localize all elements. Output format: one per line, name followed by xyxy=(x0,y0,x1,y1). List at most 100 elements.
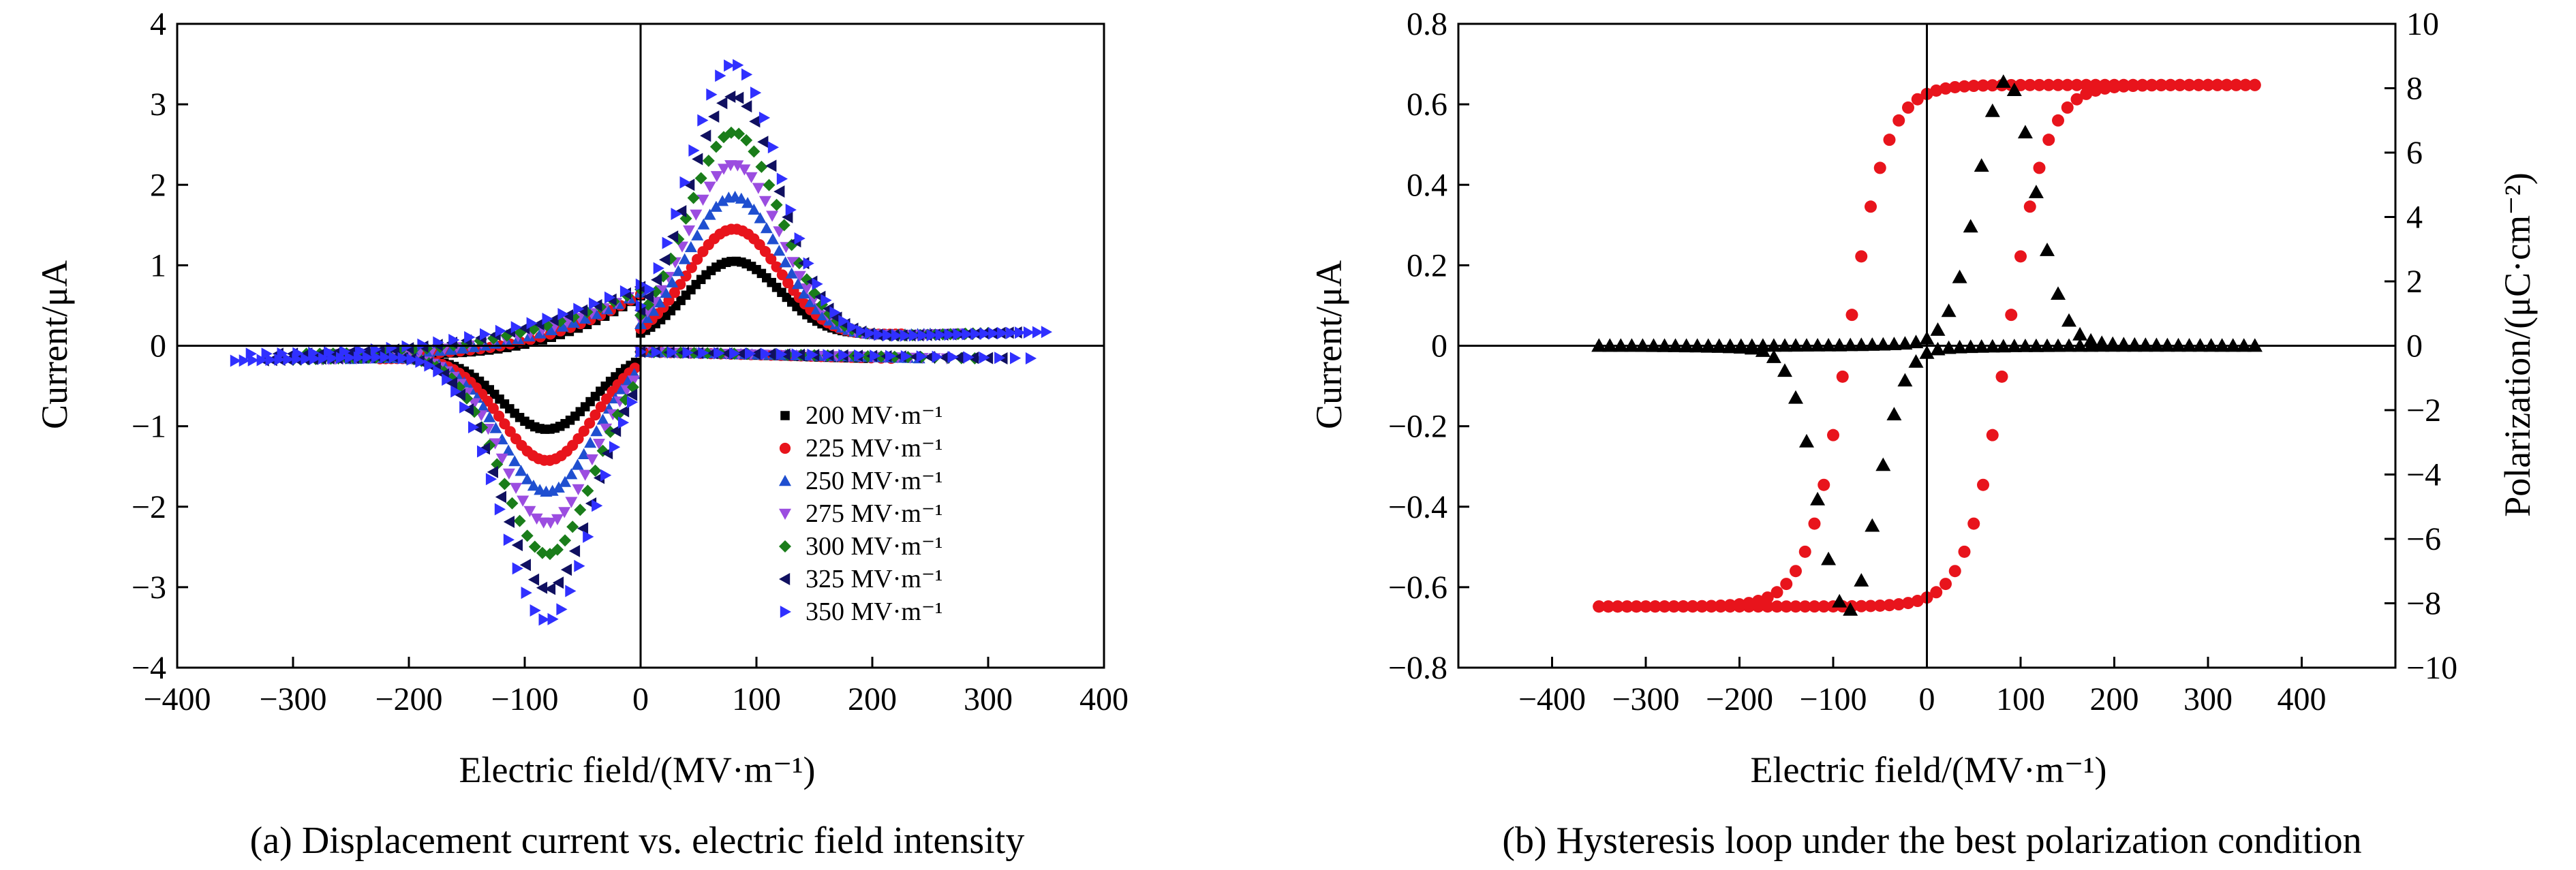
data-point xyxy=(464,331,476,343)
data-point xyxy=(1958,80,1971,93)
y-tick-label: −3 xyxy=(132,570,166,606)
data-point xyxy=(577,522,589,535)
data-point xyxy=(1855,250,1868,263)
data-point xyxy=(1977,478,1989,491)
data-point xyxy=(573,302,585,315)
data-point xyxy=(926,328,938,341)
legend-marker xyxy=(780,606,791,618)
y-tick-label: 0.4 xyxy=(1407,167,1447,203)
data-point xyxy=(1952,269,1967,283)
data-point xyxy=(533,317,545,330)
data-point xyxy=(962,328,973,341)
y-tick-label: 3 xyxy=(150,87,166,123)
data-point xyxy=(749,115,761,128)
data-point xyxy=(577,448,590,459)
data-point xyxy=(1911,595,1924,608)
data-point xyxy=(1995,370,2008,383)
data-point xyxy=(710,171,723,183)
data-point xyxy=(528,540,541,553)
data-point xyxy=(609,441,621,454)
x-tick-label: 400 xyxy=(1079,681,1129,717)
data-point xyxy=(944,328,955,341)
data-point xyxy=(733,91,744,104)
data-point xyxy=(2192,78,2205,91)
data-point xyxy=(1930,341,1946,356)
data-point xyxy=(239,354,250,367)
data-point xyxy=(308,346,320,359)
data-point xyxy=(510,482,523,494)
data-point xyxy=(1761,591,1774,604)
data-point xyxy=(679,176,691,189)
data-point xyxy=(770,198,783,211)
data-point xyxy=(1799,433,1814,448)
data-point xyxy=(578,425,589,437)
data-point xyxy=(2070,78,2083,91)
data-point xyxy=(700,129,711,142)
x-tick-label: 100 xyxy=(1996,681,2045,717)
data-point xyxy=(600,469,612,482)
data-point xyxy=(709,140,722,153)
data-point xyxy=(1967,80,1980,93)
data-point xyxy=(1761,600,1774,613)
data-point xyxy=(874,328,885,341)
data-point xyxy=(2006,82,2022,96)
data-point xyxy=(782,277,794,289)
data-point xyxy=(388,351,400,364)
data-point xyxy=(2136,78,2149,91)
data-point xyxy=(2164,78,2177,91)
data-point xyxy=(1015,326,1026,339)
data-point xyxy=(277,347,288,360)
data-point xyxy=(371,351,382,364)
data-point xyxy=(565,585,577,597)
data-point xyxy=(512,562,523,575)
legend-marker xyxy=(779,508,791,520)
data-point xyxy=(2014,250,2027,263)
panel-a-ylabel: Current/μA xyxy=(34,260,75,429)
data-point xyxy=(2220,78,2233,91)
data-point xyxy=(536,581,548,594)
data-point xyxy=(1865,200,1877,213)
data-point xyxy=(767,233,779,245)
data-point xyxy=(760,222,773,234)
data-point xyxy=(1821,338,1837,352)
data-point xyxy=(362,351,373,364)
data-point xyxy=(997,327,1009,339)
data-point xyxy=(498,478,511,491)
data-point xyxy=(694,172,707,185)
data-point xyxy=(1790,600,1802,613)
data-point xyxy=(1790,565,1802,578)
data-point xyxy=(1986,429,1999,441)
data-point xyxy=(1892,114,1905,127)
data-point xyxy=(708,110,720,123)
data-point xyxy=(534,484,547,495)
data-point xyxy=(445,343,458,355)
y-tick-label: −0.6 xyxy=(1388,570,1447,606)
data-point xyxy=(800,283,813,295)
data-point xyxy=(459,401,471,414)
data-point xyxy=(557,308,569,320)
data-point xyxy=(1752,595,1764,608)
data-point xyxy=(1832,337,1847,352)
data-point xyxy=(468,421,480,434)
data-point xyxy=(1715,599,1727,612)
data-point xyxy=(1810,491,1826,506)
data-point xyxy=(702,155,715,167)
data-point xyxy=(502,468,515,480)
data-point xyxy=(559,534,572,547)
data-point xyxy=(741,100,752,113)
data-point xyxy=(718,164,730,175)
data-point xyxy=(1780,578,1793,591)
data-point xyxy=(2072,326,2088,341)
data-point xyxy=(604,425,617,438)
data-point xyxy=(917,329,929,342)
data-point xyxy=(724,59,735,72)
data-point xyxy=(891,329,903,342)
y2-tick-label: −4 xyxy=(2406,457,2441,493)
data-point xyxy=(2098,78,2111,91)
data-point xyxy=(2061,78,2074,91)
data-point xyxy=(513,514,526,527)
data-point xyxy=(669,287,680,298)
data-point xyxy=(758,111,771,124)
data-point xyxy=(230,354,241,367)
data-point xyxy=(1995,74,2011,88)
